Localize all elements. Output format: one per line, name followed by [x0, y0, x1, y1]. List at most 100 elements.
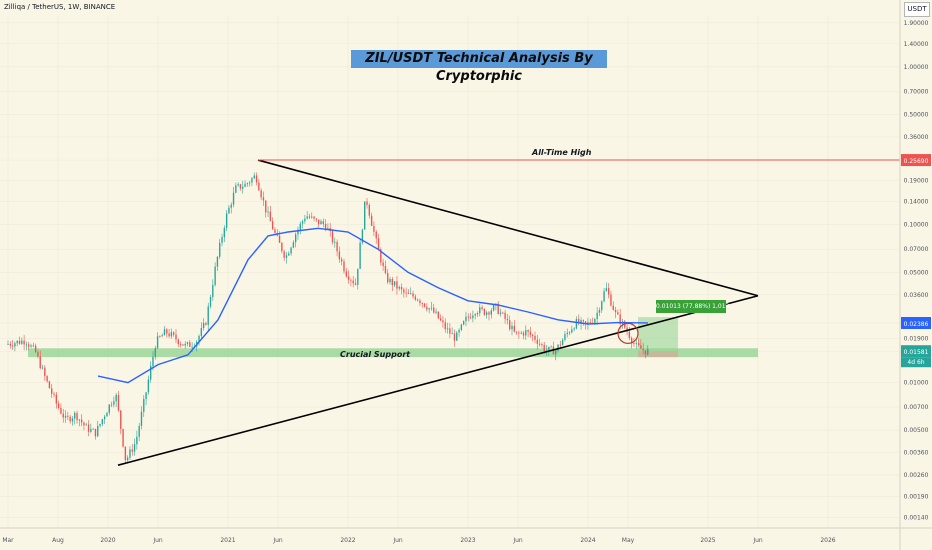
- candle-body: [41, 367, 44, 369]
- candle-body: [117, 394, 120, 411]
- candle-body: [37, 352, 39, 357]
- candle-body: [331, 231, 334, 243]
- candle-body: [456, 332, 458, 341]
- ath-annotation: All-Time High: [532, 148, 592, 157]
- price-tick-label: 0.03600: [904, 292, 929, 299]
- candle-body: [51, 388, 53, 394]
- candle-body: [327, 228, 329, 229]
- candle-body: [242, 186, 244, 189]
- candle-body: [90, 428, 92, 432]
- candle-body: [228, 207, 230, 214]
- candle-body: [488, 312, 490, 315]
- candle-body: [16, 340, 18, 344]
- candle-body: [458, 329, 460, 333]
- candle-body: [278, 235, 281, 243]
- candle-body: [71, 418, 74, 422]
- candles-layer: [7, 172, 649, 464]
- candle-body: [614, 309, 617, 313]
- candle-body: [400, 286, 403, 290]
- candle-body: [509, 320, 511, 330]
- candle-body: [603, 291, 605, 302]
- candle-body: [184, 343, 186, 346]
- candle-body: [380, 249, 382, 263]
- price-marker-bg: [901, 154, 931, 167]
- price-tick-label: 0.05000: [904, 269, 929, 276]
- candle-body: [421, 302, 423, 304]
- candle-body: [265, 200, 267, 213]
- candle-body: [506, 318, 509, 321]
- candle-body: [131, 449, 133, 452]
- candle-body: [101, 419, 104, 424]
- candle-body: [423, 303, 426, 307]
- candle-body: [149, 366, 152, 380]
- candle-body: [85, 424, 87, 426]
- time-tick-label: Jun: [512, 537, 523, 544]
- candle-body: [304, 218, 306, 222]
- candle-body: [541, 344, 543, 345]
- candle-body: [453, 333, 456, 341]
- candle-body: [274, 229, 276, 233]
- candle-body: [534, 336, 536, 340]
- candle-body: [152, 356, 154, 367]
- time-tick-label: 2025: [700, 537, 715, 544]
- candle-body: [21, 340, 23, 344]
- candle-body: [244, 183, 246, 187]
- candle-body: [313, 216, 315, 219]
- time-tick-label: May: [622, 537, 635, 544]
- price-axis[interactable]: 1.90000 1.40000 1.00000 0.70000 0.50000 0.360…: [899, 0, 932, 550]
- candle-body: [474, 314, 476, 316]
- candle-body: [186, 342, 189, 344]
- candle-body: [25, 344, 28, 346]
- candle-body: [55, 394, 58, 404]
- price-tick-label: 0.36000: [904, 134, 929, 141]
- candle-body: [306, 216, 308, 219]
- candle-body: [219, 242, 221, 257]
- candle-body: [580, 320, 582, 324]
- candle-body: [124, 446, 127, 461]
- candle-body: [317, 219, 320, 225]
- time-axis[interactable]: Mar Aug 2020 Jun 2021 Jun 2022 Jun 2023 Jun 2024 Ma…: [0, 527, 932, 544]
- breakdown-circle: [617, 322, 639, 345]
- candle-body: [205, 323, 207, 325]
- candle-body: [449, 328, 451, 334]
- candle-body: [115, 394, 117, 402]
- candle-body: [499, 312, 502, 314]
- candle-body: [7, 343, 9, 345]
- candle-body: [589, 322, 591, 323]
- candle-body: [490, 310, 492, 315]
- candle-body: [168, 333, 170, 337]
- price-tick-label: 0.00140: [904, 514, 929, 521]
- candle-body: [159, 336, 161, 338]
- candle-body: [476, 313, 479, 315]
- candle-body: [87, 424, 90, 432]
- candle-body: [633, 343, 635, 344]
- candle-body: [373, 225, 375, 232]
- candle-body: [177, 339, 179, 345]
- candle-body: [446, 328, 449, 330]
- candle-body: [147, 379, 150, 393]
- candle-body: [18, 340, 21, 344]
- price-tick-label: 0.07000: [904, 246, 929, 253]
- candle-body: [14, 343, 16, 347]
- candle-body: [145, 392, 147, 400]
- candle-body: [83, 422, 85, 426]
- price-tick-label: 0.00360: [904, 450, 929, 457]
- candle-body: [48, 381, 51, 389]
- price-tick-label: 0.01900: [904, 336, 929, 343]
- candle-body: [573, 328, 575, 330]
- candle-body: [223, 227, 226, 238]
- candle-body: [122, 428, 124, 447]
- candle-body: [584, 321, 587, 325]
- candle-body: [347, 276, 350, 280]
- candle-body: [156, 336, 159, 349]
- candle-body: [216, 256, 219, 267]
- time-tick-label: Jun: [392, 537, 403, 544]
- currency-button[interactable]: USDT: [904, 2, 930, 17]
- candle-body: [472, 315, 474, 319]
- time-tick-label: 2021: [220, 537, 235, 544]
- candle-body: [520, 332, 522, 334]
- price-tick-label: 0.00260: [904, 472, 929, 479]
- candle-body: [617, 312, 619, 315]
- candle-body: [350, 279, 352, 281]
